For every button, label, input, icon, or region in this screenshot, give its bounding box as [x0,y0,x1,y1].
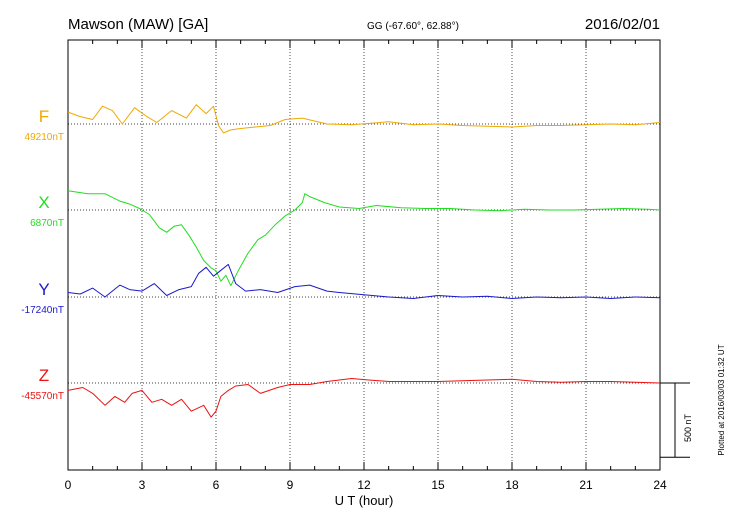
x-tick-21: 21 [579,478,593,492]
series-labels: F 49210nT X 6870nT Y -17240nT Z -45570nT [21,107,64,402]
series-line-Z [67,378,661,418]
x-tick-15: 15 [431,478,445,492]
series-name-Y: Y [38,280,49,299]
series-lines [67,104,661,418]
series-line-Y [67,263,661,299]
scale-bar: 500 nT [660,382,693,458]
baseline-label-F: 49210nT [25,132,64,143]
coordinates-label: GG (-67.60°, 62.88°) [367,21,459,32]
x-tick-6: 6 [213,478,220,492]
baseline-label-Z: -45570nT [21,391,64,402]
x-axis-title: U T (hour) [335,493,394,508]
plotted-timestamp: Plotted at 2016/03/03 01:32 UT [717,344,726,455]
date-label: 2016/02/01 [585,16,660,33]
baseline-label-Y: -17240nT [21,305,64,316]
series-line-F [67,104,661,134]
x-tick-24: 24 [653,478,667,492]
baseline-label-X: 6870nT [30,218,64,229]
vertical-gridlines [141,40,587,470]
x-tick-3: 3 [139,478,146,492]
station-title: Mawson (MAW) [GA] [68,16,208,33]
x-axis-ticks: 0 3 6 9 12 15 18 21 24 [65,40,667,492]
series-name-F: F [39,107,49,126]
plot-frame [67,39,661,471]
series-line-X [67,190,661,287]
x-tick-12: 12 [357,478,371,492]
x-tick-0: 0 [65,478,72,492]
series-name-X: X [38,193,49,212]
scale-bar-label: 500 nT [683,413,693,442]
x-tick-18: 18 [505,478,519,492]
x-tick-9: 9 [287,478,294,492]
series-name-Z: Z [39,366,49,385]
